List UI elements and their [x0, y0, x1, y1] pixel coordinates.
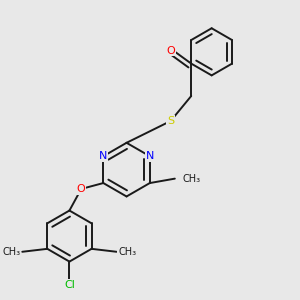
Text: N: N — [146, 151, 154, 161]
Text: O: O — [166, 46, 175, 56]
Text: CH₃: CH₃ — [118, 247, 136, 257]
Text: CH₃: CH₃ — [182, 174, 200, 184]
Text: Cl: Cl — [64, 280, 75, 290]
Text: CH₃: CH₃ — [2, 247, 21, 257]
Text: N: N — [99, 151, 107, 161]
Text: S: S — [167, 116, 174, 126]
Text: O: O — [77, 184, 85, 194]
